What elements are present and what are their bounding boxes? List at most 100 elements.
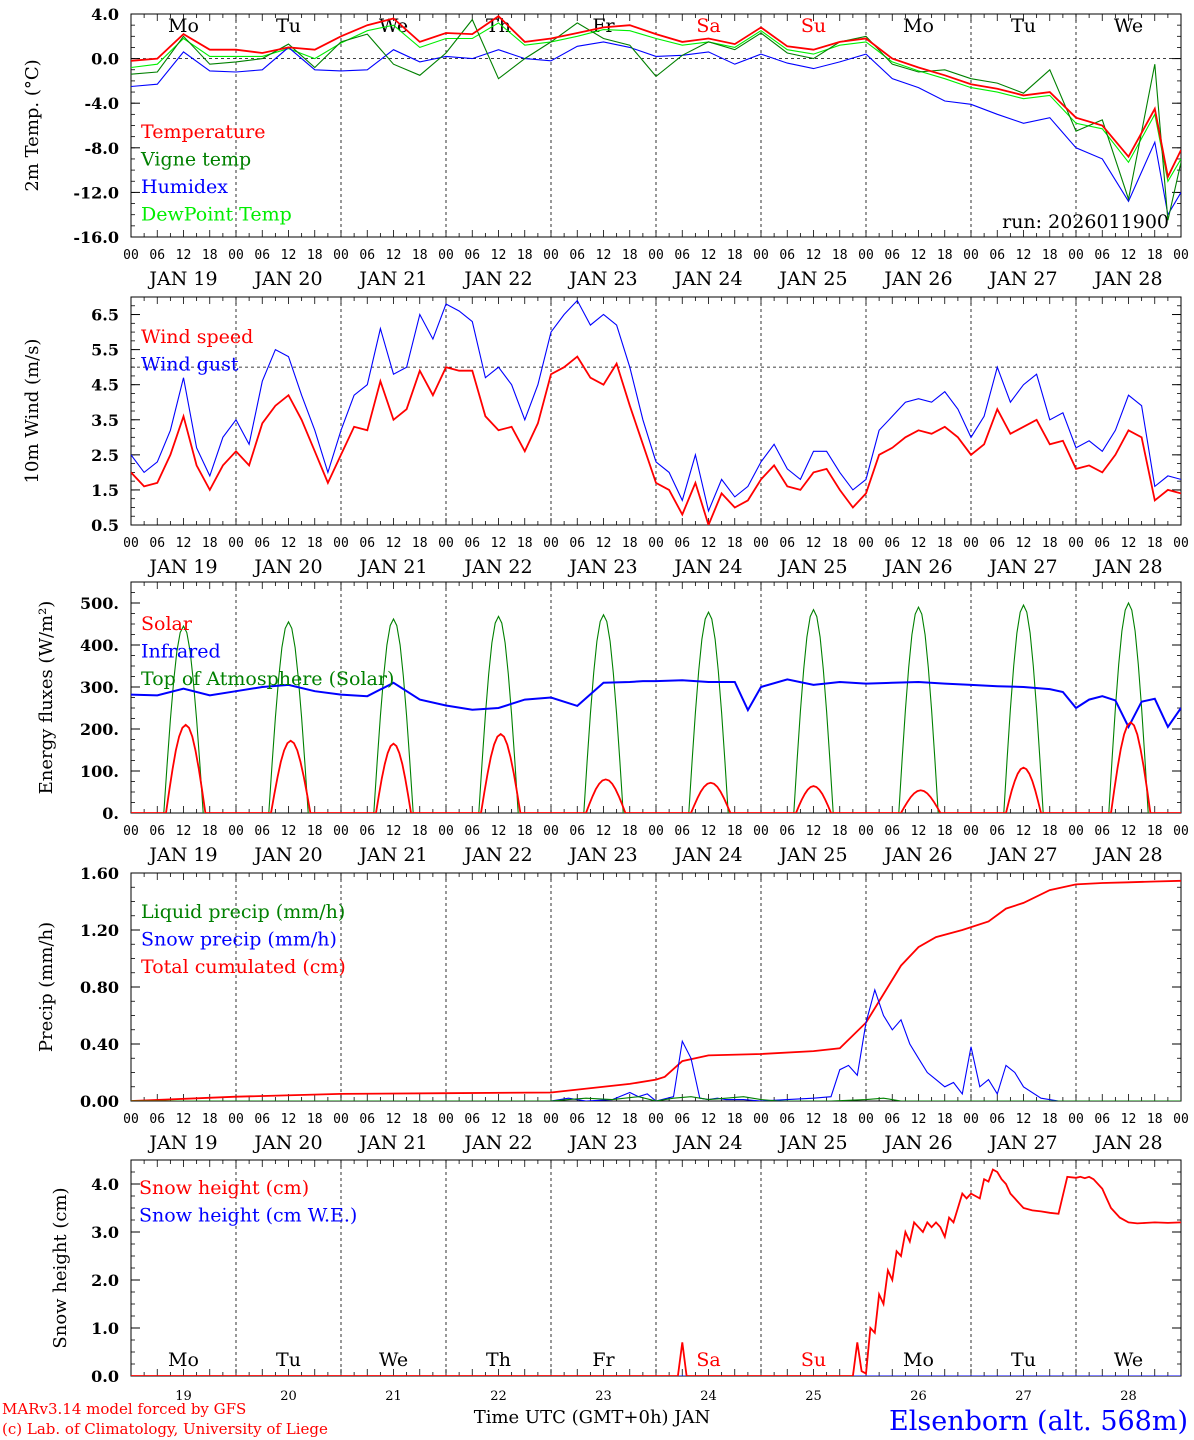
hour-label: 18	[727, 824, 743, 839]
hour-label: 00	[333, 1112, 349, 1127]
hour-label: 18	[412, 824, 428, 839]
hour-label: 06	[779, 1112, 795, 1127]
date-label: JAN 19	[147, 556, 217, 578]
date-label: JAN 22	[462, 268, 532, 290]
y-axis-label: Snow height (cm)	[50, 1187, 71, 1348]
y-tick-label: 0.0	[91, 1367, 119, 1386]
y-axis-label: 10m Wind (m/s)	[22, 339, 43, 484]
hour-label: 00	[858, 824, 874, 839]
hour-label: 18	[1147, 248, 1163, 263]
hour-label: 12	[1016, 824, 1032, 839]
date-label: JAN 28	[1092, 556, 1162, 578]
hour-label: 06	[674, 536, 690, 551]
y-tick-label: -8.0	[85, 139, 119, 158]
hour-label: 06	[569, 536, 585, 551]
hour-label: 06	[359, 1112, 375, 1127]
date-label: JAN 25	[777, 844, 847, 866]
series-line-infrared	[131, 678, 1181, 730]
hour-label: 12	[596, 824, 612, 839]
series-line-liquid-precip-mm-h-	[131, 1096, 1181, 1101]
hour-label: 18	[727, 536, 743, 551]
hour-label: 00	[858, 536, 874, 551]
hour-label: 00	[543, 536, 559, 551]
date-label: JAN 24	[672, 268, 742, 290]
y-tick-label: -16.0	[73, 228, 119, 247]
hour-label: 18	[937, 1112, 953, 1127]
hour-label: 00	[228, 1112, 244, 1127]
hour-label: 06	[884, 248, 900, 263]
hour-label: 06	[464, 824, 480, 839]
hour-label: 12	[911, 248, 927, 263]
hour-label: 06	[779, 824, 795, 839]
hour-label: 12	[386, 248, 402, 263]
hour-label: 18	[517, 248, 533, 263]
y-tick-label: 0.	[102, 804, 119, 823]
y-tick-label: 1.0	[91, 1319, 119, 1338]
hour-label: 06	[149, 1112, 165, 1127]
hour-label: 12	[176, 536, 192, 551]
credit-line-1: MARv3.14 model forced by GFS	[2, 1400, 246, 1418]
day-number-label: 28	[1120, 1389, 1137, 1404]
hour-label: 06	[464, 248, 480, 263]
hour-label: 12	[596, 1112, 612, 1127]
hour-label: 06	[464, 536, 480, 551]
hour-label: 00	[1173, 248, 1189, 263]
hour-label: 06	[1094, 1112, 1110, 1127]
y-tick-label: 500.	[80, 594, 119, 613]
panel-snow: 4.0 3.0 2.0 1.0 0.0 Snow height (cm) Mo Tu We Th F…	[50, 1159, 1182, 1404]
hour-label: 18	[1042, 824, 1058, 839]
date-label: JAN 27	[987, 268, 1057, 290]
legend-entry: Snow precip (mm/h)	[141, 929, 337, 951]
run-label: run: 2026011900	[1002, 211, 1169, 233]
hour-label: 06	[884, 536, 900, 551]
date-label: JAN 24	[672, 556, 742, 578]
hour-label: 00	[333, 248, 349, 263]
hour-label: 00	[858, 248, 874, 263]
series-line-wind-speed	[131, 355, 1181, 525]
hour-label: 12	[386, 536, 402, 551]
date-label: JAN 27	[987, 556, 1057, 578]
hour-label: 12	[911, 1112, 927, 1127]
weekday-label: Su	[801, 1349, 826, 1371]
hour-label: 18	[202, 536, 218, 551]
credit-line-2: (c) Lab. of Climatology, University of L…	[2, 1420, 328, 1438]
date-label: JAN 24	[672, 1132, 742, 1154]
legend-entry: Temperature	[141, 121, 265, 143]
hour-label: 06	[674, 1112, 690, 1127]
panel-temp: 4.0 0.0 -4.0 -8.0 -12.0 -16.0 2m Temp. (°C) 00 0…	[22, 5, 1189, 290]
y-axis-label: Energy fluxes (W/m²)	[36, 601, 57, 795]
hour-label: 12	[281, 1112, 297, 1127]
hour-label: 12	[701, 1112, 717, 1127]
hour-label: 00	[438, 1112, 454, 1127]
weekday-label: Mo	[903, 15, 934, 37]
panel-energy: 500. 400. 300. 200. 100. 0. Energy fluxes (W/m…	[36, 581, 1189, 866]
hour-label: 12	[701, 248, 717, 263]
hour-label: 12	[596, 536, 612, 551]
series-line-total-cumulated-cm-	[131, 879, 1181, 1101]
hour-label: 12	[1121, 1112, 1137, 1127]
weekday-label: Sa	[696, 1349, 720, 1371]
weekday-label: Su	[801, 15, 826, 37]
hour-label: 06	[884, 824, 900, 839]
date-label: JAN 23	[567, 1132, 637, 1154]
day-number-label: 19	[175, 1389, 192, 1404]
date-label: JAN 21	[357, 1132, 427, 1154]
hour-label: 18	[202, 1112, 218, 1127]
hour-label: 18	[937, 536, 953, 551]
legend-entry: Solar	[141, 613, 193, 635]
day-number-label: 25	[805, 1389, 822, 1404]
y-tick-label: 6.5	[91, 306, 119, 325]
date-label: JAN 24	[672, 844, 742, 866]
hour-label: 18	[412, 536, 428, 551]
date-label: JAN 28	[1092, 1132, 1162, 1154]
weekday-label: Mo	[903, 1349, 934, 1371]
hour-label: 06	[254, 824, 270, 839]
weekday-label: Tu	[1011, 1349, 1036, 1371]
hour-label: 12	[281, 536, 297, 551]
date-label: JAN 21	[357, 844, 427, 866]
y-tick-label: 100.	[80, 762, 119, 781]
hour-label: 00	[753, 1112, 769, 1127]
legend-entry: Humidex	[141, 176, 228, 198]
legend-entry: Wind gust	[141, 354, 239, 376]
hour-label: 06	[884, 1112, 900, 1127]
